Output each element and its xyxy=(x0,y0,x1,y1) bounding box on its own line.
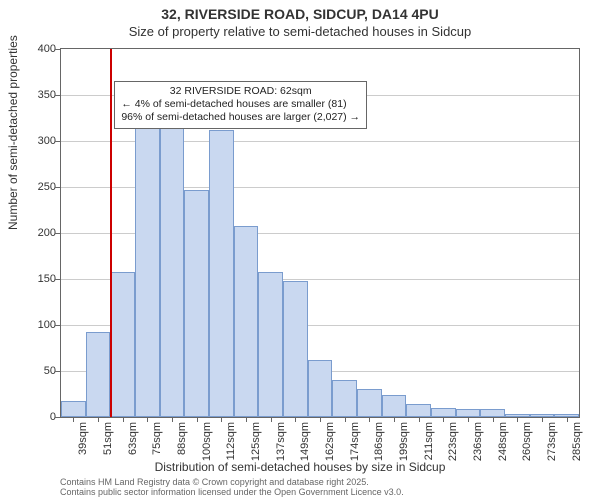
x-tick-mark xyxy=(419,417,420,422)
y-tick-label: 300 xyxy=(6,135,56,147)
x-tick-mark xyxy=(542,417,543,422)
histogram-bar xyxy=(110,272,135,417)
chart-title-line1: 32, RIVERSIDE ROAD, SIDCUP, DA14 4PU xyxy=(0,6,600,22)
histogram-bar xyxy=(332,380,357,417)
y-axis-label: Number of semi-detached properties xyxy=(6,35,20,230)
reference-line xyxy=(110,49,112,417)
x-tick-mark xyxy=(271,417,272,422)
y-tick-mark xyxy=(55,417,60,418)
y-tick-mark xyxy=(55,325,60,326)
x-tick-mark xyxy=(221,417,222,422)
x-tick-label: 223sqm xyxy=(447,422,459,500)
histogram-bar xyxy=(283,281,308,417)
x-tick-mark xyxy=(567,417,568,422)
x-tick-mark xyxy=(369,417,370,422)
y-tick-mark xyxy=(55,95,60,96)
x-tick-label: 88sqm xyxy=(176,422,188,500)
histogram-bar xyxy=(209,130,234,417)
x-tick-label: 112sqm xyxy=(225,422,237,500)
chart-container: 32, RIVERSIDE ROAD, SIDCUP, DA14 4PU Siz… xyxy=(0,0,600,500)
annotation-box: 32 RIVERSIDE ROAD: 62sqm← 4% of semi-det… xyxy=(114,81,367,128)
histogram-bar xyxy=(184,190,209,417)
histogram-bar xyxy=(308,360,333,417)
x-tick-label: 211sqm xyxy=(423,422,435,500)
y-tick-label: 200 xyxy=(6,227,56,239)
histogram-bar xyxy=(61,401,86,417)
x-tick-mark xyxy=(147,417,148,422)
y-tick-mark xyxy=(55,371,60,372)
histogram-bar xyxy=(480,409,505,417)
y-tick-label: 100 xyxy=(6,319,56,331)
histogram-bar xyxy=(456,409,481,417)
x-tick-label: 51sqm xyxy=(102,422,114,500)
x-tick-mark xyxy=(123,417,124,422)
histogram-bar xyxy=(86,332,111,417)
x-tick-label: 174sqm xyxy=(349,422,361,500)
y-tick-label: 400 xyxy=(6,43,56,55)
x-tick-mark xyxy=(468,417,469,422)
x-tick-label: 285sqm xyxy=(571,422,583,500)
x-tick-mark xyxy=(295,417,296,422)
y-tick-mark xyxy=(55,187,60,188)
histogram-bar xyxy=(135,115,160,417)
x-tick-label: 137sqm xyxy=(275,422,287,500)
x-tick-mark xyxy=(345,417,346,422)
histogram-bar xyxy=(406,404,431,417)
x-tick-mark xyxy=(493,417,494,422)
x-tick-label: 236sqm xyxy=(472,422,484,500)
x-tick-label: 260sqm xyxy=(521,422,533,500)
y-tick-mark xyxy=(55,141,60,142)
x-tick-label: 248sqm xyxy=(497,422,509,500)
x-tick-label: 63sqm xyxy=(127,422,139,500)
y-tick-label: 50 xyxy=(6,365,56,377)
x-tick-label: 39sqm xyxy=(77,422,89,500)
x-tick-mark xyxy=(517,417,518,422)
x-tick-mark xyxy=(394,417,395,422)
x-tick-label: 100sqm xyxy=(201,422,213,500)
histogram-bar xyxy=(234,226,259,417)
x-tick-label: 75sqm xyxy=(151,422,163,500)
y-tick-label: 250 xyxy=(6,181,56,193)
annotation-line: 96% of semi-detached houses are larger (… xyxy=(121,111,360,124)
x-tick-mark xyxy=(197,417,198,422)
y-tick-mark xyxy=(55,233,60,234)
x-tick-mark xyxy=(172,417,173,422)
x-tick-label: 162sqm xyxy=(324,422,336,500)
x-tick-label: 149sqm xyxy=(299,422,311,500)
x-tick-label: 273sqm xyxy=(546,422,558,500)
histogram-bar xyxy=(382,395,407,417)
y-tick-label: 150 xyxy=(6,273,56,285)
histogram-bar xyxy=(357,389,382,417)
x-tick-mark xyxy=(73,417,74,422)
x-tick-mark xyxy=(320,417,321,422)
y-tick-mark xyxy=(55,279,60,280)
y-tick-label: 350 xyxy=(6,89,56,101)
x-tick-mark xyxy=(443,417,444,422)
x-tick-mark xyxy=(98,417,99,422)
histogram-bar xyxy=(431,408,456,417)
x-tick-label: 186sqm xyxy=(373,422,385,500)
y-tick-mark xyxy=(55,49,60,50)
histogram-bar xyxy=(258,272,283,417)
histogram-bar xyxy=(160,116,185,417)
annotation-line: 32 RIVERSIDE ROAD: 62sqm xyxy=(121,85,360,98)
plot-area: 32 RIVERSIDE ROAD: 62sqm← 4% of semi-det… xyxy=(60,48,580,418)
x-tick-mark xyxy=(246,417,247,422)
annotation-line: ← 4% of semi-detached houses are smaller… xyxy=(121,98,360,111)
y-tick-label: 0 xyxy=(6,411,56,423)
chart-title-line2: Size of property relative to semi-detach… xyxy=(0,24,600,39)
x-tick-label: 199sqm xyxy=(398,422,410,500)
x-tick-label: 125sqm xyxy=(250,422,262,500)
